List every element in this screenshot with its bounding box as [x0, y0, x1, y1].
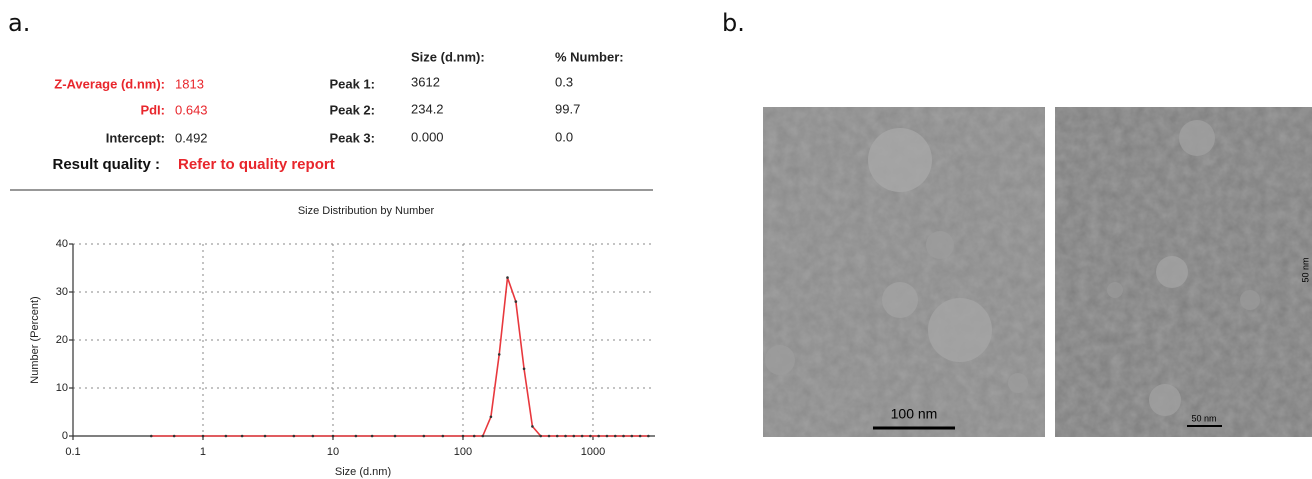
data-point [564, 434, 567, 438]
data-point [224, 434, 228, 438]
data-point [240, 434, 244, 438]
header: % Number: [555, 49, 624, 64]
peak-label: Peak 3: [329, 130, 375, 145]
quality-value: Refer to quality report [178, 156, 335, 173]
data-point [461, 434, 465, 438]
data-point [531, 425, 534, 428]
summary-value: 0.492 [175, 130, 208, 145]
x-tick-label: 0.1 [65, 446, 80, 458]
summary-value: 1813 [175, 76, 204, 91]
side-label: 50 nm [1300, 257, 1310, 282]
x-tick-label: 1 [200, 446, 206, 458]
header: Size (d.nm): [411, 49, 485, 64]
data-point [572, 434, 576, 438]
data-point [555, 434, 559, 438]
data-point [172, 434, 176, 438]
scale-bar-label: 50 nm [1191, 413, 1216, 423]
panel-label: a. [8, 9, 30, 37]
data-point [522, 367, 526, 371]
data-point [201, 434, 205, 438]
data-point [441, 434, 445, 438]
peak-size: 3612 [411, 74, 440, 89]
panel-label: b. [722, 9, 745, 37]
peak-label: Peak 1: [329, 76, 375, 91]
scale-bar-label: 100 nm [891, 406, 938, 422]
data-point [472, 434, 476, 438]
data-point [547, 434, 551, 438]
micrograph [763, 107, 1045, 437]
summary-label: Intercept: [106, 130, 165, 145]
x-axis-label: Size (d.nm) [335, 466, 391, 478]
x-tick-label: 100 [454, 446, 472, 458]
x-tick-label: 10 [327, 446, 339, 458]
peak-label: Peak 2: [329, 102, 375, 117]
y-tick-label: 30 [56, 286, 68, 298]
data-line [151, 277, 649, 437]
data-point [638, 434, 642, 438]
data-point [489, 415, 493, 419]
y-tick-label: 10 [56, 382, 68, 394]
x-tick-label: 1000 [581, 446, 605, 458]
data-point [263, 434, 267, 438]
data-point [481, 434, 485, 438]
data-point [311, 434, 315, 438]
micrograph [1055, 107, 1312, 437]
summary-label: PdI: [140, 102, 165, 117]
data-point [647, 434, 650, 438]
peak-size: 0.000 [411, 129, 444, 144]
data-point [597, 434, 600, 438]
data-point [393, 434, 397, 438]
data-point [149, 434, 153, 438]
peak-number: 0.0 [555, 129, 573, 144]
data-point [613, 434, 617, 438]
data-point [589, 434, 592, 438]
peak-number: 0.3 [555, 74, 573, 89]
data-point [514, 300, 518, 303]
data-point [354, 434, 358, 438]
data-point [605, 434, 609, 438]
y-tick-label: 40 [56, 238, 68, 250]
data-point [622, 434, 625, 438]
y-tick-label: 20 [56, 334, 68, 346]
data-point [331, 434, 335, 438]
summary-label: Z-Average (d.nm): [54, 76, 165, 91]
data-point [370, 434, 374, 438]
data-point [497, 353, 501, 356]
y-tick-label: 0 [62, 430, 68, 442]
peak-number: 99.7 [555, 101, 580, 116]
chart-title: Size Distribution by Number [298, 205, 435, 217]
data-point [580, 434, 584, 438]
summary-value: 0.643 [175, 102, 208, 117]
peak-size: 234.2 [411, 101, 444, 116]
data-point [539, 434, 542, 438]
data-point [630, 434, 634, 438]
y-axis-label: Number (Percent) [29, 296, 41, 383]
data-point [422, 434, 426, 438]
data-point [506, 276, 509, 279]
quality-label: Result quality : [52, 156, 160, 173]
data-point [292, 434, 296, 438]
